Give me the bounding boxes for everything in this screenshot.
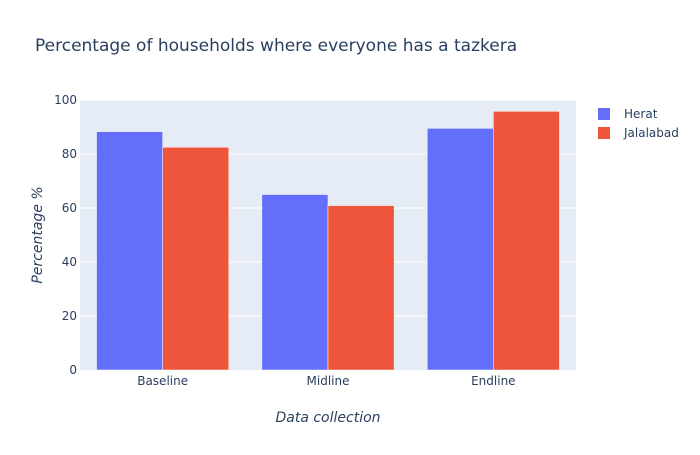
legend: Herat Jalalabad xyxy=(598,107,679,140)
y-tick-label: 100 xyxy=(54,93,77,107)
y-tick-label: 20 xyxy=(62,309,77,323)
x-tick-label: Baseline xyxy=(137,374,188,388)
y-axis-title: Percentage % xyxy=(30,186,46,283)
legend-swatch xyxy=(598,108,610,120)
bar-jalalabad-endline xyxy=(493,111,560,371)
bar-herat-midline xyxy=(261,194,329,371)
bar-jalalabad-baseline xyxy=(162,147,230,371)
bar-herat-baseline xyxy=(96,131,163,371)
bars xyxy=(96,111,560,371)
x-axis-title: Data collection xyxy=(275,410,380,426)
y-tick-label: 60 xyxy=(62,201,77,215)
legend-label: Herat xyxy=(624,107,658,121)
y-tick-label: 80 xyxy=(62,147,77,161)
x-tick-label: Midline xyxy=(307,374,350,388)
x-axis-ticks: Baseline Midline Endline xyxy=(137,374,515,388)
y-tick-label: 40 xyxy=(62,255,77,269)
chart-title: Percentage of households where everyone … xyxy=(35,36,517,56)
bar-herat-endline xyxy=(426,128,494,371)
legend-label: Jalalabad xyxy=(623,126,679,140)
bar-jalalabad-midline xyxy=(327,205,395,371)
legend-swatch xyxy=(598,127,610,139)
y-tick-label: 0 xyxy=(69,363,77,377)
y-axis-ticks: 0 20 40 60 80 100 xyxy=(54,93,77,377)
x-tick-label: Endline xyxy=(471,374,515,388)
